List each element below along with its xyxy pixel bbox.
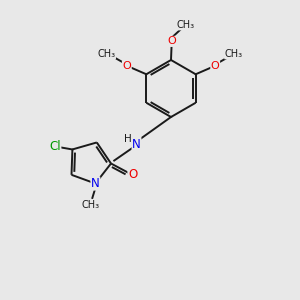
Text: CH₃: CH₃ <box>82 200 100 209</box>
Text: O: O <box>128 168 137 182</box>
Text: N: N <box>132 137 141 151</box>
Text: O: O <box>167 36 176 46</box>
Text: O: O <box>122 61 131 71</box>
Text: N: N <box>91 177 100 190</box>
Text: Cl: Cl <box>49 140 61 153</box>
Text: CH₃: CH₃ <box>98 49 116 59</box>
Text: CH₃: CH₃ <box>225 49 243 59</box>
Text: O: O <box>211 61 220 71</box>
Text: CH₃: CH₃ <box>177 20 195 30</box>
Text: H: H <box>124 134 132 144</box>
